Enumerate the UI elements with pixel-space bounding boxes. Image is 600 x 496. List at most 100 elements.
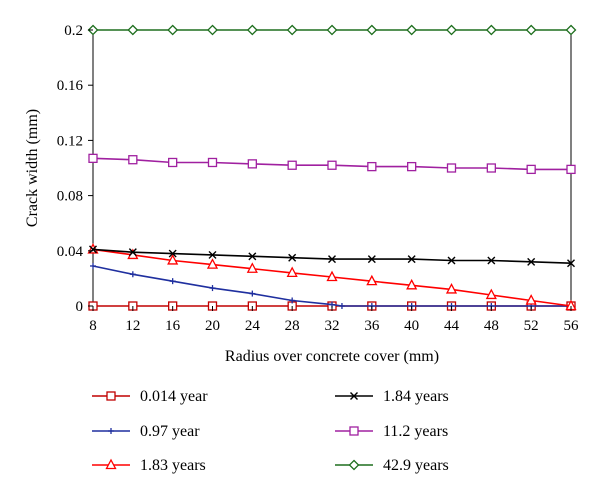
x-tick-label: 16 [165, 318, 181, 334]
data-point [286, 24, 298, 36]
marker-stroke [168, 249, 177, 258]
marker-stroke [208, 250, 217, 259]
data-point [447, 256, 456, 265]
legend-item: 0.014 year [92, 388, 208, 405]
data-point [527, 257, 536, 266]
legend-marker [348, 459, 360, 471]
data-point [486, 163, 496, 173]
data-point [326, 24, 338, 36]
data-point [446, 163, 457, 173]
data-point [89, 245, 97, 254]
data-point [289, 297, 296, 304]
legend: 0.014 year 0.97 year 1.83 years 1.84 years 1… [92, 388, 449, 474]
series-5 [87, 24, 577, 36]
x-tick-label: 52 [524, 318, 539, 334]
data-point [367, 255, 376, 264]
y-tick-label: 0.16 [57, 78, 84, 94]
data-point [207, 157, 218, 168]
x-tick-label: 28 [285, 318, 300, 334]
data-point [338, 303, 345, 309]
y-tick-label: 0 [76, 299, 84, 315]
x-tick-label: 56 [564, 318, 580, 334]
data-point [445, 283, 458, 294]
data-point [168, 157, 178, 168]
marker-stroke [567, 259, 575, 268]
data-point [169, 278, 176, 285]
data-point [328, 255, 336, 264]
data-point [526, 164, 536, 175]
legend-item: 42.9 years [335, 457, 449, 474]
x-tick-label: 36 [364, 318, 380, 334]
data-point [366, 274, 378, 286]
data-point [127, 24, 139, 36]
data-point [128, 155, 138, 165]
marker-stroke [487, 256, 496, 265]
data-point [326, 270, 338, 282]
legend-label: 11.2 years [383, 423, 448, 440]
data-point [567, 259, 575, 268]
y-tick-label: 0.08 [57, 189, 83, 205]
y-axis-title: Crack width (mm) [24, 109, 41, 227]
marker-stroke [367, 255, 376, 264]
marker-stroke [248, 252, 257, 261]
data-point [407, 255, 416, 264]
data-point [167, 254, 179, 265]
series-line [92, 265, 571, 307]
legend-label: 1.84 years [383, 388, 449, 405]
x-tick-label: 24 [245, 318, 261, 334]
legend-item: 1.84 years [335, 388, 449, 405]
marker-stroke [407, 255, 416, 264]
legend-item: 11.2 years [335, 423, 448, 440]
series-3 [89, 245, 575, 268]
data-point [446, 24, 457, 36]
y-tick-label: 0.04 [57, 244, 84, 260]
data-point [287, 160, 297, 170]
y-tick-label: 0.12 [57, 133, 83, 149]
data-point [525, 294, 537, 305]
x-axis-title: Radius over concrete cover (mm) [225, 348, 439, 365]
marker-stroke [288, 253, 297, 262]
data-point [209, 285, 216, 292]
marker-stroke [328, 255, 336, 264]
data-point [168, 249, 177, 258]
data-point [366, 24, 378, 36]
legend-label: 0.97 year [140, 423, 200, 440]
x-tick-label: 48 [484, 318, 499, 334]
x-tick-label: 40 [404, 318, 419, 334]
marker-stroke [447, 256, 456, 265]
marker-stroke [527, 257, 536, 266]
legend-marker [108, 428, 114, 434]
data-point [249, 290, 256, 297]
marker-stroke [89, 245, 97, 254]
data-point [167, 24, 179, 36]
legend-marker [350, 392, 358, 400]
axes-layer: 0 0.04 0.08 0.12 0.16 0.2 8 12 16 20 24 28 32 36 40 44 4… [57, 23, 579, 334]
data-point [327, 160, 337, 170]
x-tick-label: 32 [325, 318, 340, 334]
data-point [88, 153, 98, 163]
data-point [90, 262, 96, 269]
x-tick-label: 20 [205, 318, 220, 334]
legend-marker [105, 458, 117, 470]
data-point [128, 248, 137, 257]
data-point [406, 278, 418, 290]
data-point [565, 24, 577, 36]
data-point [485, 24, 497, 36]
data-point [247, 159, 257, 169]
legend-item: 0.97 year [92, 423, 200, 440]
data-point [288, 253, 297, 262]
legend-label: 0.014 year [140, 388, 208, 405]
data-point [406, 24, 418, 36]
data-point [566, 164, 576, 175]
data-point [207, 24, 218, 36]
data-point [485, 288, 497, 300]
x-tick-label: 8 [89, 318, 97, 334]
data-point [208, 250, 217, 259]
data-point [206, 258, 219, 269]
data-point [129, 271, 136, 278]
legend-label: 42.9 years [383, 457, 449, 474]
marker-stroke [350, 392, 358, 400]
data-point [367, 161, 377, 172]
series-4 [88, 153, 576, 175]
